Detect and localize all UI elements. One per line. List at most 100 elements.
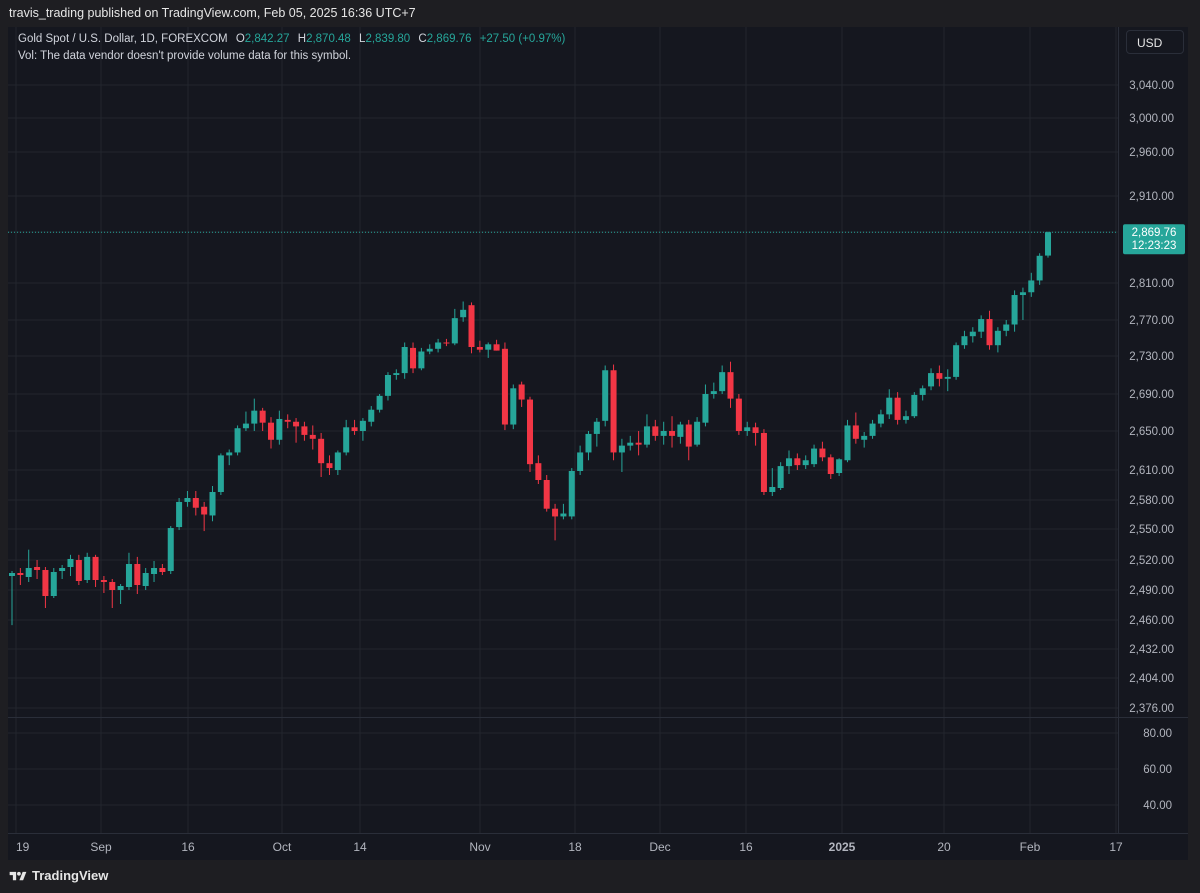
candle [259,407,266,431]
candle [510,384,517,430]
footer-brand: TradingView [32,868,109,883]
candle-body [526,399,534,465]
candle [267,417,275,449]
candle-body [710,391,717,394]
candle [217,453,224,495]
candle-body [677,424,684,437]
candle [719,365,726,394]
candle [610,364,617,461]
candle [109,579,116,608]
time-tick-label: Dec [649,840,670,854]
time-tick-label: 20 [937,840,951,854]
candle-body [886,397,893,415]
candle [618,438,625,472]
candle-body [894,397,901,420]
lower-pane-tick-label: 80.00 [1143,728,1172,740]
candle-body [276,418,283,440]
candle-body [251,410,258,424]
price-tick-label: 2,730.00 [1129,351,1174,363]
candle-body [802,460,809,466]
candle-body [468,305,475,347]
candle [485,342,492,358]
candle-body [1044,232,1052,256]
time-tick-label: 18 [568,840,582,854]
candle-body [1036,255,1043,281]
candle [819,441,826,462]
candle-body [418,351,425,369]
candle-body [543,480,550,509]
candle [861,431,868,448]
candle [526,396,534,472]
candle-body [309,434,316,439]
candle [493,339,500,351]
time-tick-label: 19 [16,840,30,854]
candle [334,450,341,475]
candle [59,565,66,579]
candle [877,409,884,428]
candle-body [727,372,734,399]
lower-pane-tick-label: 60.00 [1143,764,1172,776]
candle-body [117,586,124,590]
candle [560,503,567,520]
candle-body [593,421,600,434]
candle-body [493,344,500,351]
candle-body [978,319,985,332]
candle [201,501,208,532]
candle [660,421,667,445]
candle [568,468,575,520]
candle [67,554,74,576]
price-tick-label: 2,610.00 [1129,465,1174,477]
candle [744,421,751,436]
candle-body [852,425,859,439]
candle [176,498,183,531]
candle-body [844,425,851,461]
candle-body [936,373,943,379]
price-tick-label: 2,520.00 [1129,555,1174,567]
candle-body [184,498,191,502]
candle [84,552,91,583]
high-label: H [297,33,307,45]
candle [435,338,442,353]
candle [318,432,325,477]
candle [376,394,383,413]
candle [410,342,417,374]
candle [852,412,859,444]
candle [543,475,550,512]
candle [167,526,174,574]
candle-body [384,375,391,396]
candle [343,419,350,456]
candle [17,568,24,585]
currency-button[interactable]: USD [1126,30,1184,54]
candle [919,385,926,401]
price-tick-label: 2,432.00 [1129,644,1174,656]
candlestick-chart[interactable]: 3,040.003,000.002,960.002,910.002,870.00… [8,27,1188,860]
candle [276,410,283,445]
close-value: 2,869.76 [426,33,472,45]
candle [552,503,559,541]
candle [476,340,483,353]
price-tick-label: 2,910.00 [1129,191,1174,203]
lower-pane-tick-label: 40.00 [1143,800,1172,812]
candle [969,327,976,343]
chart-panel[interactable]: 3,040.003,000.002,960.002,910.002,870.00… [8,27,1188,860]
candle-body [50,572,57,596]
candle [936,365,943,387]
candle [535,455,542,484]
time-tick-label: 17 [1109,840,1123,854]
candle-body [577,452,584,471]
candle [100,576,107,593]
candle [869,419,876,439]
candle [643,414,650,448]
candle [635,431,642,456]
candle [585,431,592,461]
candle-body [869,423,876,436]
candle-body [928,373,935,387]
candle [769,468,776,496]
candle-body [535,463,542,480]
candle [911,392,918,419]
candle [151,561,158,582]
candle [886,389,893,419]
price-tick-label: 3,040.00 [1129,80,1174,92]
candle [994,327,1001,353]
candle [8,571,16,626]
